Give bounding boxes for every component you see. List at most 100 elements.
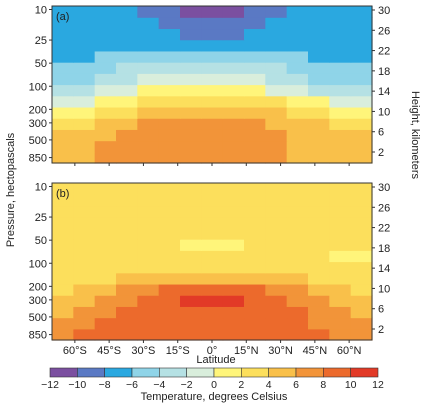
heatmap-cell	[158, 250, 181, 263]
heatmap-cell	[201, 17, 224, 30]
heatmap-cell	[116, 183, 138, 195]
heatmap-cell	[73, 317, 96, 330]
heatmap-cell	[222, 28, 245, 41]
heatmap-cell	[265, 216, 288, 229]
y-tick-label-height: 30	[378, 5, 390, 17]
heatmap-cell	[116, 84, 138, 97]
heatmap-cell	[201, 261, 224, 274]
heatmap-cell	[94, 118, 117, 130]
heatmap-cell	[329, 328, 352, 341]
heatmap-cell	[52, 140, 74, 153]
heatmap-cell	[180, 328, 202, 341]
heatmap-cell	[308, 50, 330, 63]
heatmap-cell	[286, 118, 309, 130]
heatmap-cell	[329, 183, 352, 195]
heatmap-cell	[286, 62, 309, 74]
heatmap-cell	[286, 216, 309, 229]
heatmap-cell	[137, 261, 160, 274]
heatmap-cell	[137, 84, 160, 97]
heatmap-cell	[308, 205, 330, 218]
heatmap-cell	[158, 205, 181, 218]
colorbar-tick-label: 12	[372, 379, 384, 391]
heatmap-cell	[222, 216, 245, 229]
heatmap-cell	[73, 140, 96, 153]
heatmap-cell	[265, 261, 288, 274]
heatmap-cell	[158, 129, 181, 142]
colorbar-swatch	[77, 367, 105, 378]
y-tick-label-height: 2	[378, 324, 384, 336]
heatmap-cell	[286, 140, 309, 153]
heatmap-cell	[308, 216, 330, 229]
heatmap-cell	[52, 62, 74, 74]
y-tick-label-height: 6	[378, 304, 384, 316]
y-tick-label-pressure: 200	[29, 281, 47, 293]
heatmap-cell	[116, 261, 138, 274]
heatmap-cell	[201, 328, 224, 341]
colorbar-tick-label: 0	[211, 379, 217, 391]
heatmap-cell	[244, 272, 266, 285]
heatmap-cell	[329, 73, 352, 86]
heatmap-cell	[158, 62, 181, 74]
heatmap-cell	[180, 28, 202, 41]
heatmap-cell	[52, 194, 74, 207]
colorbar-swatch	[104, 367, 133, 378]
y-tick-label-height: 18	[378, 66, 390, 78]
heatmap-cell	[350, 17, 373, 30]
heatmap-cell	[52, 118, 74, 130]
heatmap-cell	[158, 306, 181, 319]
heatmap-cell	[222, 328, 245, 341]
heatmap-cell	[329, 28, 352, 41]
shared-axes: Pressure, hectopascals Height, kilometer…	[5, 91, 421, 366]
heatmap-cell	[180, 73, 202, 86]
heatmap-cell	[350, 227, 373, 240]
heatmap-cell	[329, 317, 352, 330]
heatmap-cell	[222, 272, 245, 285]
heatmap-cell	[244, 328, 266, 341]
heatmap-cell	[308, 17, 330, 30]
heatmap-cell	[201, 28, 224, 41]
heatmap-cell	[286, 205, 309, 218]
y-tick-label-pressure: 10	[35, 182, 47, 194]
heatmap-cell	[222, 62, 245, 74]
heatmap-cell	[94, 283, 117, 296]
heatmap-cell	[265, 295, 288, 307]
heatmap-cell	[116, 118, 138, 130]
heatmap-cell	[222, 261, 245, 274]
heatmap-cell	[137, 17, 160, 30]
heatmap-cells	[52, 183, 373, 341]
heatmap-cell	[329, 6, 352, 18]
heatmap-cell	[222, 239, 245, 251]
heatmap-cell	[158, 151, 181, 164]
panel-label: (a)	[56, 11, 69, 23]
heatmap-cell	[116, 194, 138, 207]
heatmap-cell	[244, 118, 266, 130]
heatmap-cell	[137, 328, 160, 341]
heatmap-cell	[180, 62, 202, 74]
heatmap-cell	[180, 95, 202, 108]
heatmap-cell	[73, 283, 96, 296]
heatmap-cell	[329, 272, 352, 285]
heatmap-cell	[158, 227, 181, 240]
heatmap-cell	[94, 328, 117, 341]
heatmap-cell	[94, 183, 117, 195]
heatmap-cell	[52, 39, 74, 52]
heatmap-cell	[73, 17, 96, 30]
heatmap-cell	[116, 328, 138, 341]
heatmap-cell	[52, 216, 74, 229]
heatmap-cell	[52, 50, 74, 63]
heatmap-cell	[52, 6, 74, 18]
heatmap-cell	[350, 283, 373, 296]
heatmap-cell	[286, 194, 309, 207]
heatmap-cell	[52, 317, 74, 330]
heatmap-cell	[222, 39, 245, 52]
x-tick-label: 30°N	[268, 345, 293, 357]
y-tick-label-pressure: 50	[35, 58, 47, 70]
heatmap-cell	[180, 151, 202, 164]
heatmap-cell	[137, 28, 160, 41]
heatmap-cell	[137, 95, 160, 108]
heatmap-cell	[286, 250, 309, 263]
heatmap-cell	[308, 328, 330, 341]
colorbar-swatch	[241, 367, 269, 378]
heatmap-cell	[201, 250, 224, 263]
heatmap-cell	[350, 216, 373, 229]
